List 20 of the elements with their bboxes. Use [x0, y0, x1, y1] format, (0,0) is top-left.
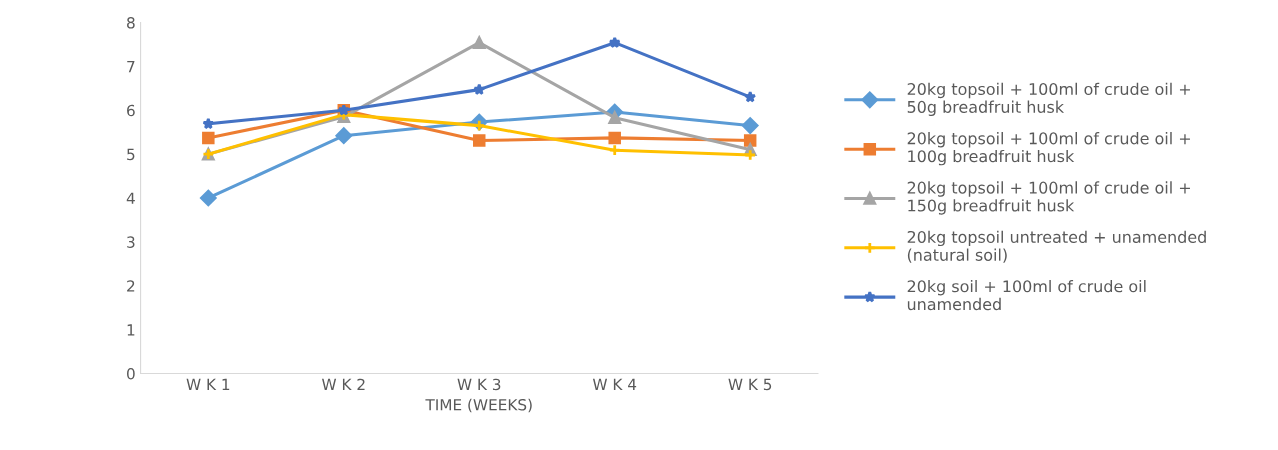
- legend-label: 20kg topsoil + 100ml of crude oil + 150g breadfruit husk: [907, 181, 1190, 215]
- legend-label: 20kg topsoil + 100ml of crude oil + 100g breadfruit husk: [907, 132, 1190, 166]
- y-tick-label: 5: [127, 148, 135, 161]
- y-tick-label: 3: [127, 236, 135, 248]
- legend-label: 20kg soil + 100ml of crude oil unamended: [907, 279, 1146, 311]
- y-tick-label: 4: [126, 192, 135, 204]
- y-tick-label: 8: [127, 16, 135, 29]
- y-tick-label: 1: [127, 324, 135, 336]
- x-axis-title: TIME (WEEKS): [425, 398, 532, 413]
- y-tick-label: 6: [127, 104, 135, 117]
- y-tick-label: 7: [127, 61, 135, 73]
- x-tick-label: W K 4: [592, 378, 637, 390]
- x-tick-label: W K 5: [728, 378, 772, 391]
- legend-label: 20kg topsoil + 100ml of crude oil + 50g breadfruit husk: [907, 82, 1190, 117]
- x-tick-label: W K 2: [322, 378, 365, 390]
- legend-label: 20kg topsoil untreated + unamended (natural soil): [907, 230, 1206, 263]
- x-tick-label: W K 3: [457, 378, 501, 391]
- y-tick-label: 2: [127, 280, 135, 292]
- y-tick-label: 0: [127, 367, 135, 380]
- x-tick-label: W K 1: [186, 378, 230, 390]
